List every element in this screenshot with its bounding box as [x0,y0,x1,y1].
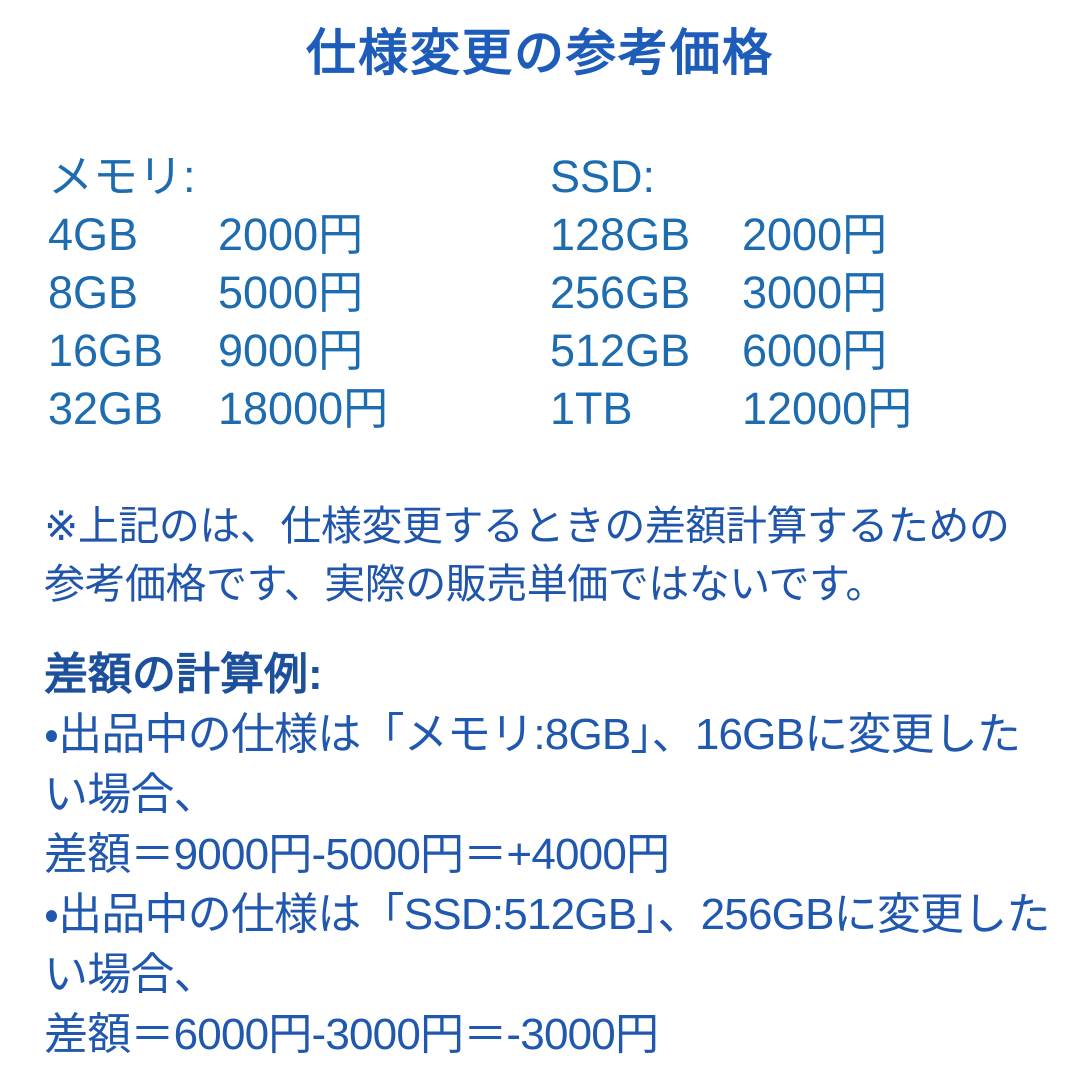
ssd-capacity: 256GB [550,267,691,318]
example-line: ・出品中の仕様は「SSD:512GB」、256GBに変更したい場合、 [44,890,1050,999]
ssd-price: 3000円 [742,267,888,318]
table-row: 256GB 3000円 [550,264,912,322]
ssd-table-heading: SSD: [550,151,656,202]
memory-table-heading: メモリ: [48,151,196,202]
memory-price: 5000円 [218,267,364,318]
table-row: 1TB 12000円 [550,380,912,438]
memory-price: 18000円 [218,383,389,434]
memory-price: 9000円 [218,325,364,376]
memory-capacity: 8GB [48,267,139,318]
ssd-price-table: SSD: 128GB 2000円 256GB 3000円 512GB 6000円… [550,148,912,438]
memory-price: 2000円 [218,209,364,260]
table-row: 32GB 18000円 [48,380,388,438]
ssd-price: 2000円 [742,209,888,260]
table-row: 128GB 2000円 [550,206,912,264]
ssd-capacity: 128GB [550,209,691,260]
table-row: 16GB 9000円 [48,322,388,380]
table-row: 8GB 5000円 [48,264,388,322]
calculation-examples: 差額の計算例: ・出品中の仕様は「メモリ:8GB」、16GBに変更したい場合、 … [44,645,1054,1065]
ssd-capacity: 1TB [550,383,633,434]
example-line: 差額＝9000円-5000円＝+4000円 [44,830,670,879]
page-title: 仕様変更の参考価格 [306,25,774,81]
ssd-price: 6000円 [742,325,888,376]
memory-capacity: 16GB [48,325,164,376]
disclaimer-note: ※上記のは、仕様変更するときの差額計算するための参考価格です、実際の販売単価では… [44,503,1010,607]
memory-price-table: メモリ: 4GB 2000円 8GB 5000円 16GB 9000円 32GB… [48,148,388,438]
calculation-examples-heading: 差額の計算例: [44,650,323,699]
table-row: 512GB 6000円 [550,322,912,380]
ssd-capacity: 512GB [550,325,691,376]
memory-capacity: 4GB [48,209,139,260]
spec-price-tables: メモリ: 4GB 2000円 8GB 5000円 16GB 9000円 32GB… [0,148,1080,448]
memory-capacity: 32GB [48,383,164,434]
example-line: ・出品中の仕様は「メモリ:8GB」、16GBに変更したい場合、 [44,710,1021,819]
table-row: 4GB 2000円 [48,206,388,264]
example-line: 差額＝6000円-3000円＝-3000円 [44,1010,659,1059]
ssd-price: 12000円 [742,383,913,434]
